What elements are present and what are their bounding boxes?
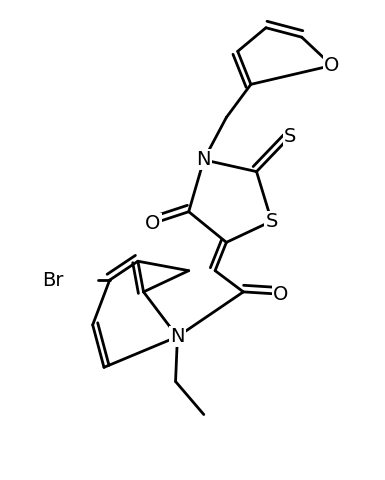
Text: O: O bbox=[273, 285, 289, 304]
Text: N: N bbox=[170, 327, 185, 346]
Text: S: S bbox=[284, 127, 296, 146]
Text: S: S bbox=[265, 212, 278, 230]
Text: N: N bbox=[197, 150, 211, 169]
Text: O: O bbox=[324, 56, 340, 75]
Text: O: O bbox=[145, 214, 161, 233]
Text: Br: Br bbox=[42, 271, 64, 289]
